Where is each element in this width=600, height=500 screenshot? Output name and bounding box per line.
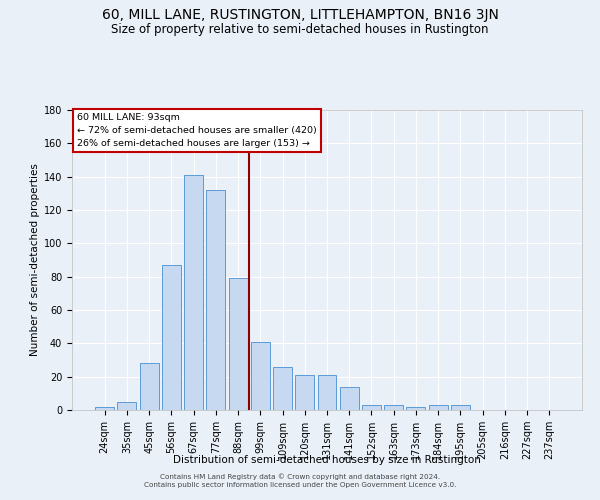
Bar (95, 406, 114, 410)
Bar (118, 402, 136, 410)
Bar (184, 175, 203, 410)
Bar (451, 405, 470, 410)
Bar (362, 405, 381, 410)
Text: Size of property relative to semi-detached houses in Rustington: Size of property relative to semi-detach… (111, 22, 489, 36)
Bar (429, 405, 448, 410)
Bar (206, 190, 225, 410)
Bar (273, 366, 292, 410)
Bar (140, 364, 158, 410)
Bar (251, 342, 270, 410)
Bar (384, 405, 403, 410)
Bar (162, 265, 181, 410)
Bar (406, 406, 425, 410)
Y-axis label: Number of semi-detached properties: Number of semi-detached properties (29, 164, 40, 356)
Text: 60 MILL LANE: 93sqm
← 72% of semi-detached houses are smaller (420)
26% of semi-: 60 MILL LANE: 93sqm ← 72% of semi-detach… (77, 113, 317, 148)
Text: Contains HM Land Registry data © Crown copyright and database right 2024.
Contai: Contains HM Land Registry data © Crown c… (144, 473, 456, 488)
Text: Distribution of semi-detached houses by size in Rustington: Distribution of semi-detached houses by … (173, 455, 481, 465)
Bar (229, 278, 248, 410)
Bar (317, 375, 337, 410)
Bar (295, 375, 314, 410)
Text: 60, MILL LANE, RUSTINGTON, LITTLEHAMPTON, BN16 3JN: 60, MILL LANE, RUSTINGTON, LITTLEHAMPTON… (101, 8, 499, 22)
Bar (340, 386, 359, 410)
